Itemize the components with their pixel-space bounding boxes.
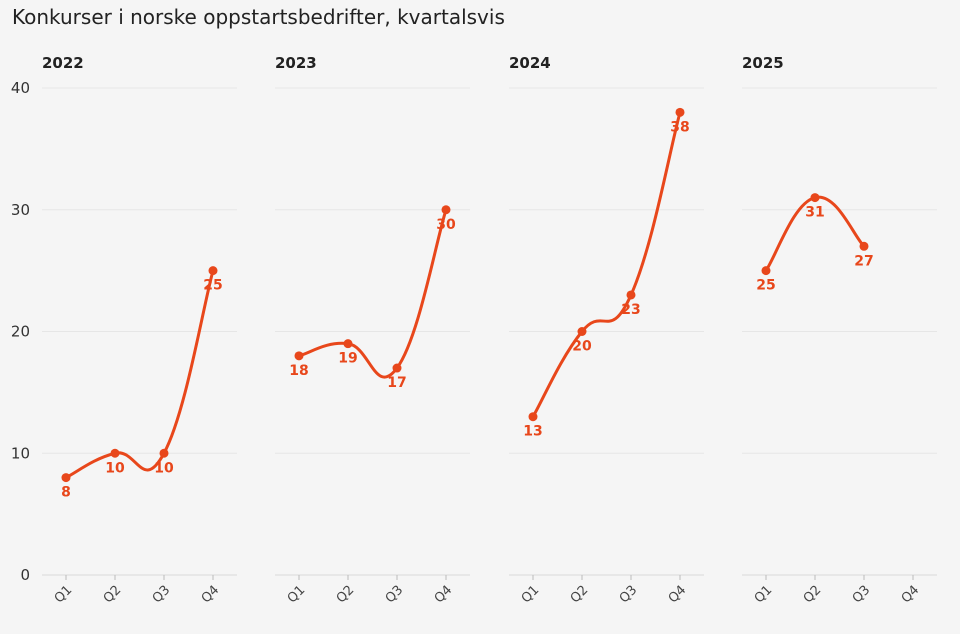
- data-point: [859, 241, 869, 251]
- x-tick-label: Q3: [150, 583, 174, 607]
- panel-title-2023: 2023: [275, 54, 317, 72]
- x-tick-label: Q1: [52, 583, 76, 607]
- x-tick-label: Q2: [568, 583, 592, 607]
- series-line-2022: [64, 269, 215, 480]
- data-label: 20: [572, 339, 592, 355]
- x-tick-label: Q4: [432, 583, 456, 607]
- data-point: [810, 193, 820, 203]
- data-label: 17: [387, 375, 406, 391]
- series-line-2023: [297, 208, 448, 379]
- data-point: [528, 412, 538, 422]
- data-label: 25: [756, 278, 775, 294]
- data-label: 31: [805, 205, 824, 221]
- data-point: [675, 107, 685, 117]
- y-tick-label: 20: [11, 323, 30, 341]
- data-label: 10: [105, 460, 125, 476]
- data-label: 8: [61, 485, 71, 501]
- data-point: [61, 473, 71, 483]
- x-tick-label: Q3: [383, 583, 407, 607]
- x-tick-label: Q2: [101, 583, 125, 607]
- data-point: [159, 448, 169, 458]
- data-point: [208, 266, 218, 276]
- x-tick-label: Q4: [899, 583, 923, 607]
- y-tick-label: 0: [20, 566, 30, 584]
- x-tick-label: Q2: [334, 583, 358, 607]
- data-point: [761, 266, 771, 276]
- chart-title: Konkurser i norske oppstartsbedrifter, k…: [12, 5, 505, 29]
- data-label: 18: [289, 363, 308, 379]
- data-label: 30: [436, 217, 456, 233]
- y-tick-label: 40: [11, 79, 30, 97]
- x-tick-label: Q1: [752, 583, 776, 607]
- data-label: 38: [670, 119, 689, 135]
- data-label: 10: [154, 460, 174, 476]
- x-tick-label: Q4: [666, 583, 690, 607]
- data-label: 25: [203, 278, 222, 294]
- data-point: [294, 351, 304, 361]
- x-tick-label: Q3: [850, 583, 874, 607]
- panel-title-2024: 2024: [509, 54, 551, 72]
- x-tick-label: Q4: [199, 583, 223, 607]
- data-label: 23: [621, 302, 640, 318]
- data-point: [392, 363, 402, 373]
- x-tick-label: Q1: [285, 583, 309, 607]
- data-label: 13: [523, 424, 542, 440]
- data-label: 27: [854, 253, 873, 269]
- data-label: 19: [338, 351, 357, 367]
- data-point: [626, 290, 636, 300]
- x-tick-label: Q1: [519, 583, 543, 607]
- y-tick-label: 10: [11, 444, 30, 462]
- panel-title-2022: 2022: [42, 54, 84, 72]
- series-line-2024: [531, 110, 682, 419]
- data-point: [577, 327, 587, 336]
- x-tick-label: Q3: [617, 583, 641, 607]
- data-point: [441, 205, 451, 215]
- data-point: [343, 339, 353, 349]
- x-tick-label: Q2: [801, 583, 825, 607]
- y-tick-label: 30: [11, 201, 30, 219]
- panel-title-2025: 2025: [742, 54, 784, 72]
- data-point: [110, 448, 120, 458]
